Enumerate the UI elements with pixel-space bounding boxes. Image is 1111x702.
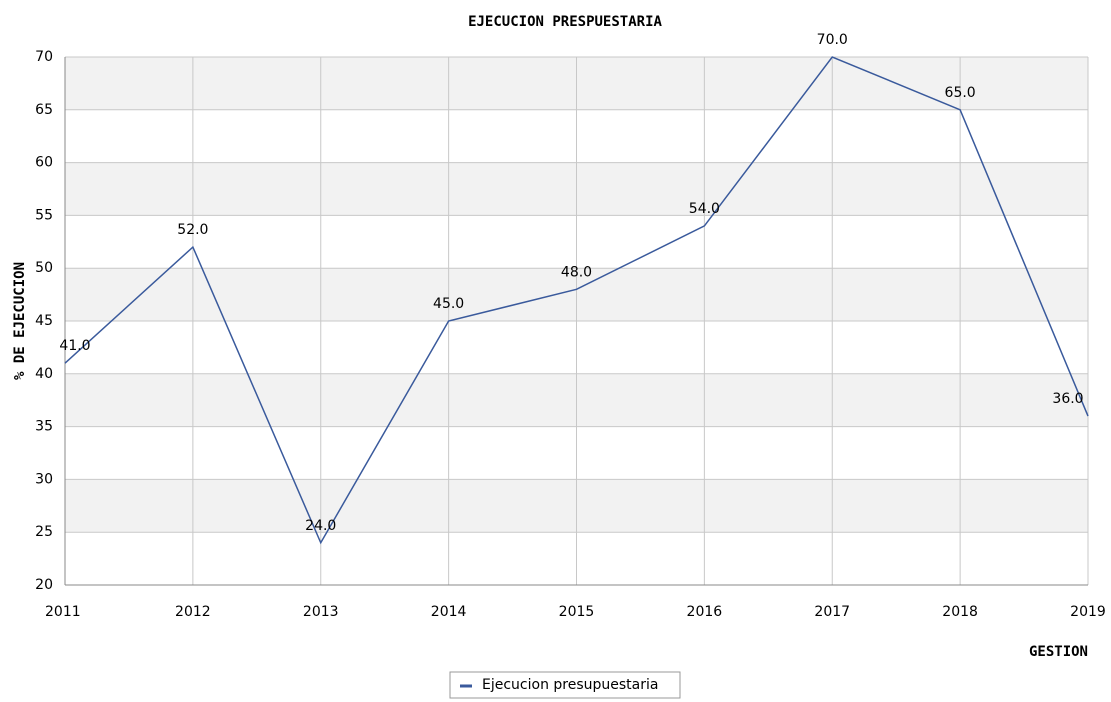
y-tick-label: 50 <box>35 260 53 276</box>
y-axis-title: % DE EJECUCION <box>12 262 28 380</box>
x-tick-label: 2012 <box>175 604 211 620</box>
x-tick-label: 2017 <box>814 604 850 620</box>
legend-label: Ejecucion presupuestaria <box>482 677 658 693</box>
chart-title: EJECUCION PRESPUESTARIA <box>468 14 662 30</box>
data-label: 45.0 <box>433 296 464 312</box>
data-label: 65.0 <box>945 85 976 101</box>
data-line <box>64 56 1089 545</box>
data-label: 54.0 <box>689 201 720 217</box>
x-tick-label: 2016 <box>687 604 723 620</box>
x-tick-label: 2018 <box>942 604 978 620</box>
data-label: 70.0 <box>817 32 848 48</box>
x-tick-label: 2013 <box>303 604 339 620</box>
y-tick-label: 20 <box>35 577 53 593</box>
x-axis-title: GESTION <box>1029 644 1088 660</box>
y-tick-label: 60 <box>35 155 53 171</box>
legend-box <box>449 671 681 699</box>
y-tick-label: 35 <box>35 419 53 435</box>
data-label: 48.0 <box>561 264 592 280</box>
x-tick-label: 2019 <box>1070 604 1106 620</box>
x-tick-label: 2015 <box>559 604 595 620</box>
y-tick-label: 30 <box>35 471 53 487</box>
y-tick-label: 65 <box>35 102 53 118</box>
data-label: 36.0 <box>1052 391 1083 407</box>
y-tick-label: 55 <box>35 207 53 223</box>
y-tick-label: 70 <box>35 49 53 65</box>
y-tick-label: 25 <box>35 524 53 540</box>
y-tick-label: 45 <box>35 313 53 329</box>
x-tick-label: 2014 <box>431 604 467 620</box>
y-tick-label: 40 <box>35 366 53 382</box>
legend: Ejecucion presupuestaria <box>449 671 681 699</box>
data-label: 41.0 <box>59 338 90 354</box>
data-label: 24.0 <box>305 518 336 534</box>
data-label: 52.0 <box>177 222 208 238</box>
x-tick-label: 2011 <box>45 604 81 620</box>
